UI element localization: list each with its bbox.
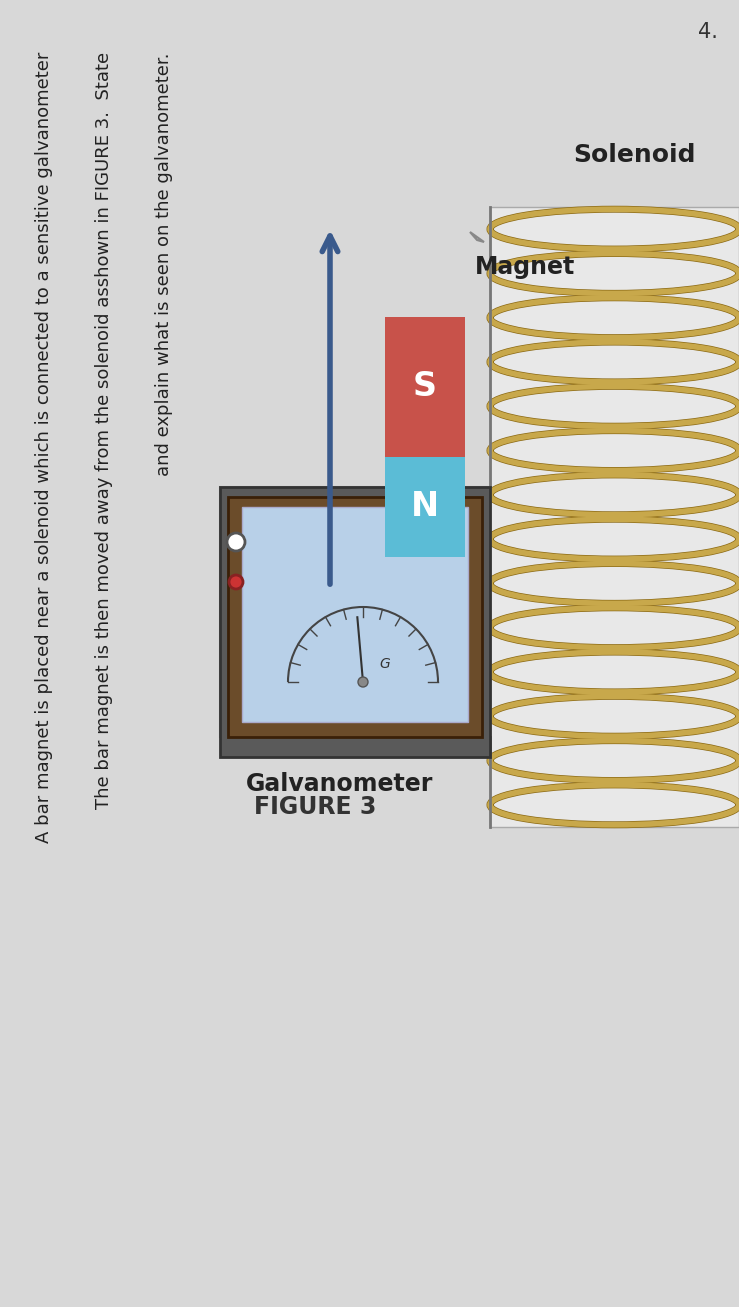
Text: Magnet: Magnet xyxy=(475,255,575,278)
Circle shape xyxy=(358,677,368,687)
Bar xyxy=(490,207,739,827)
Text: A bar magnet is placed near a solenoid which is connected to a sensitive galvano: A bar magnet is placed near a solenoid w… xyxy=(35,52,53,843)
Circle shape xyxy=(227,533,245,552)
Bar xyxy=(385,457,465,557)
Text: N: N xyxy=(411,490,439,524)
Text: FIGURE 3: FIGURE 3 xyxy=(253,795,376,819)
Text: 4.: 4. xyxy=(698,22,718,42)
Text: and explain what is seen on the galvanometer.: and explain what is seen on the galvanom… xyxy=(155,52,173,476)
Circle shape xyxy=(229,575,243,589)
Bar xyxy=(385,318,465,457)
Bar xyxy=(242,507,468,721)
Text: The bar magnet is then moved away from the solenoid asshown in FIGURE 3.  State: The bar magnet is then moved away from t… xyxy=(95,52,113,809)
Text: Onlines: Onlines xyxy=(293,570,428,604)
Bar xyxy=(228,497,482,737)
Text: S: S xyxy=(413,370,437,404)
Text: Solenoid: Solenoid xyxy=(573,142,695,167)
Bar xyxy=(220,488,490,737)
Bar xyxy=(220,488,490,757)
Text: Galvanometer: Galvanometer xyxy=(246,772,434,796)
Text: G: G xyxy=(380,657,390,670)
